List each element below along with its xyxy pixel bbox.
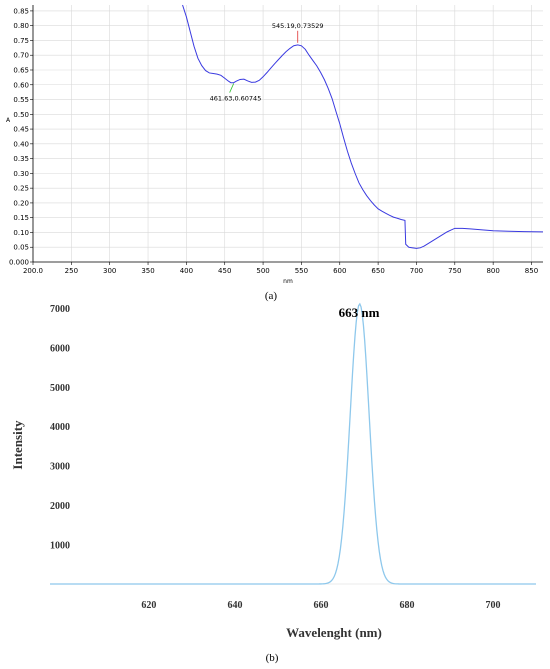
- y-tick-label: 6000: [50, 343, 70, 354]
- x-tick-label: 620: [141, 600, 156, 611]
- x-tick-label: 700: [410, 267, 423, 275]
- y-tick-label: 0.15: [13, 214, 29, 222]
- y-tick-label: 0.25: [13, 185, 29, 193]
- panel-label-a: (a): [265, 290, 278, 302]
- x-tick-label: 250: [65, 267, 78, 275]
- y-tick-label: 0.75: [13, 37, 29, 45]
- y-tick-label: 0.05: [13, 244, 29, 252]
- annotation-marker: [229, 83, 235, 93]
- x-tick-label: 350: [141, 267, 154, 275]
- x-tick-label: 800: [486, 267, 499, 275]
- absorbance-series-line: [182, 4, 544, 249]
- y-tick-label: 0.45: [13, 126, 29, 134]
- x-tick-label: 450: [218, 267, 231, 275]
- y-tick-label: 0.70: [13, 52, 29, 60]
- y-tick-label: 5000: [50, 383, 70, 394]
- series-group-a: [182, 4, 544, 249]
- x-tick-label: 640: [227, 600, 242, 611]
- y-tick-label: 0.30: [13, 170, 29, 178]
- series-group-b: [50, 302, 536, 585]
- ticks-b: 620 640 660 680 700 1000 2000 3000 4000 5000 6000 7…: [50, 304, 500, 611]
- y-tick-label: 2000: [50, 501, 70, 512]
- y-axis-label-b: Intensity: [10, 420, 25, 470]
- ticks-a: 200.0 250 300 350 400 450 500 550 600 650 700 750 80…: [9, 7, 538, 275]
- y-tick-label: 4000: [50, 422, 70, 433]
- y-tick-label: 3000: [50, 462, 70, 473]
- chart-a: 200.0 250 300 350 400 450 500 550 600 650 700 750 80…: [6, 4, 544, 302]
- y-tick-label: 0.35: [13, 155, 29, 163]
- x-tick-label: 650: [371, 267, 384, 275]
- plot-area-a: [33, 5, 543, 262]
- emission-series-line: [50, 302, 536, 585]
- x-tick-label: 600: [333, 267, 346, 275]
- x-tick-label: 400: [180, 267, 193, 275]
- x-tick-label: 750: [448, 267, 461, 275]
- y-tick-label: 0.80: [13, 22, 29, 30]
- x-axis-label-a: nm: [283, 278, 293, 285]
- peak-label-b: 663 nm: [339, 305, 380, 320]
- y-tick-label: 0.000: [9, 259, 29, 267]
- y-tick-label: 0.55: [13, 96, 29, 104]
- panel-label-b: (b): [266, 652, 279, 664]
- y-tick-label: 7000: [50, 304, 70, 315]
- annotation-label: 461.63,0.60745: [210, 95, 262, 103]
- x-tick-label: 660: [313, 600, 328, 611]
- x-tick-label: 850: [525, 267, 538, 275]
- x-tick-label: 550: [295, 267, 308, 275]
- annotation-label: 545.19,0.73529: [272, 22, 324, 30]
- y-tick-label: 0.65: [13, 66, 29, 74]
- y-axis-label-a: A: [6, 117, 11, 124]
- x-tick-label: 200.0: [23, 267, 43, 275]
- chart-b: 620 640 660 680 700 1000 2000 3000 4000 5000 6000 7…: [10, 302, 536, 664]
- x-tick-label: 300: [103, 267, 116, 275]
- x-tick-label: 680: [399, 600, 414, 611]
- y-tick-label: 0.85: [13, 7, 29, 15]
- y-tick-label: 0.10: [13, 229, 29, 237]
- y-tick-label: 0.20: [13, 199, 29, 207]
- x-tick-label: 700: [485, 600, 500, 611]
- annotations-a: 545.19,0.73529 461.63,0.60745: [210, 22, 324, 103]
- x-tick-label: 500: [256, 267, 269, 275]
- x-axis-label-b: Wavelenght (nm): [286, 625, 382, 640]
- y-tick-label: 0.60: [13, 81, 29, 89]
- y-tick-label: 0.50: [13, 111, 29, 119]
- y-tick-label: 0.40: [13, 140, 29, 148]
- y-tick-label: 1000: [50, 541, 70, 552]
